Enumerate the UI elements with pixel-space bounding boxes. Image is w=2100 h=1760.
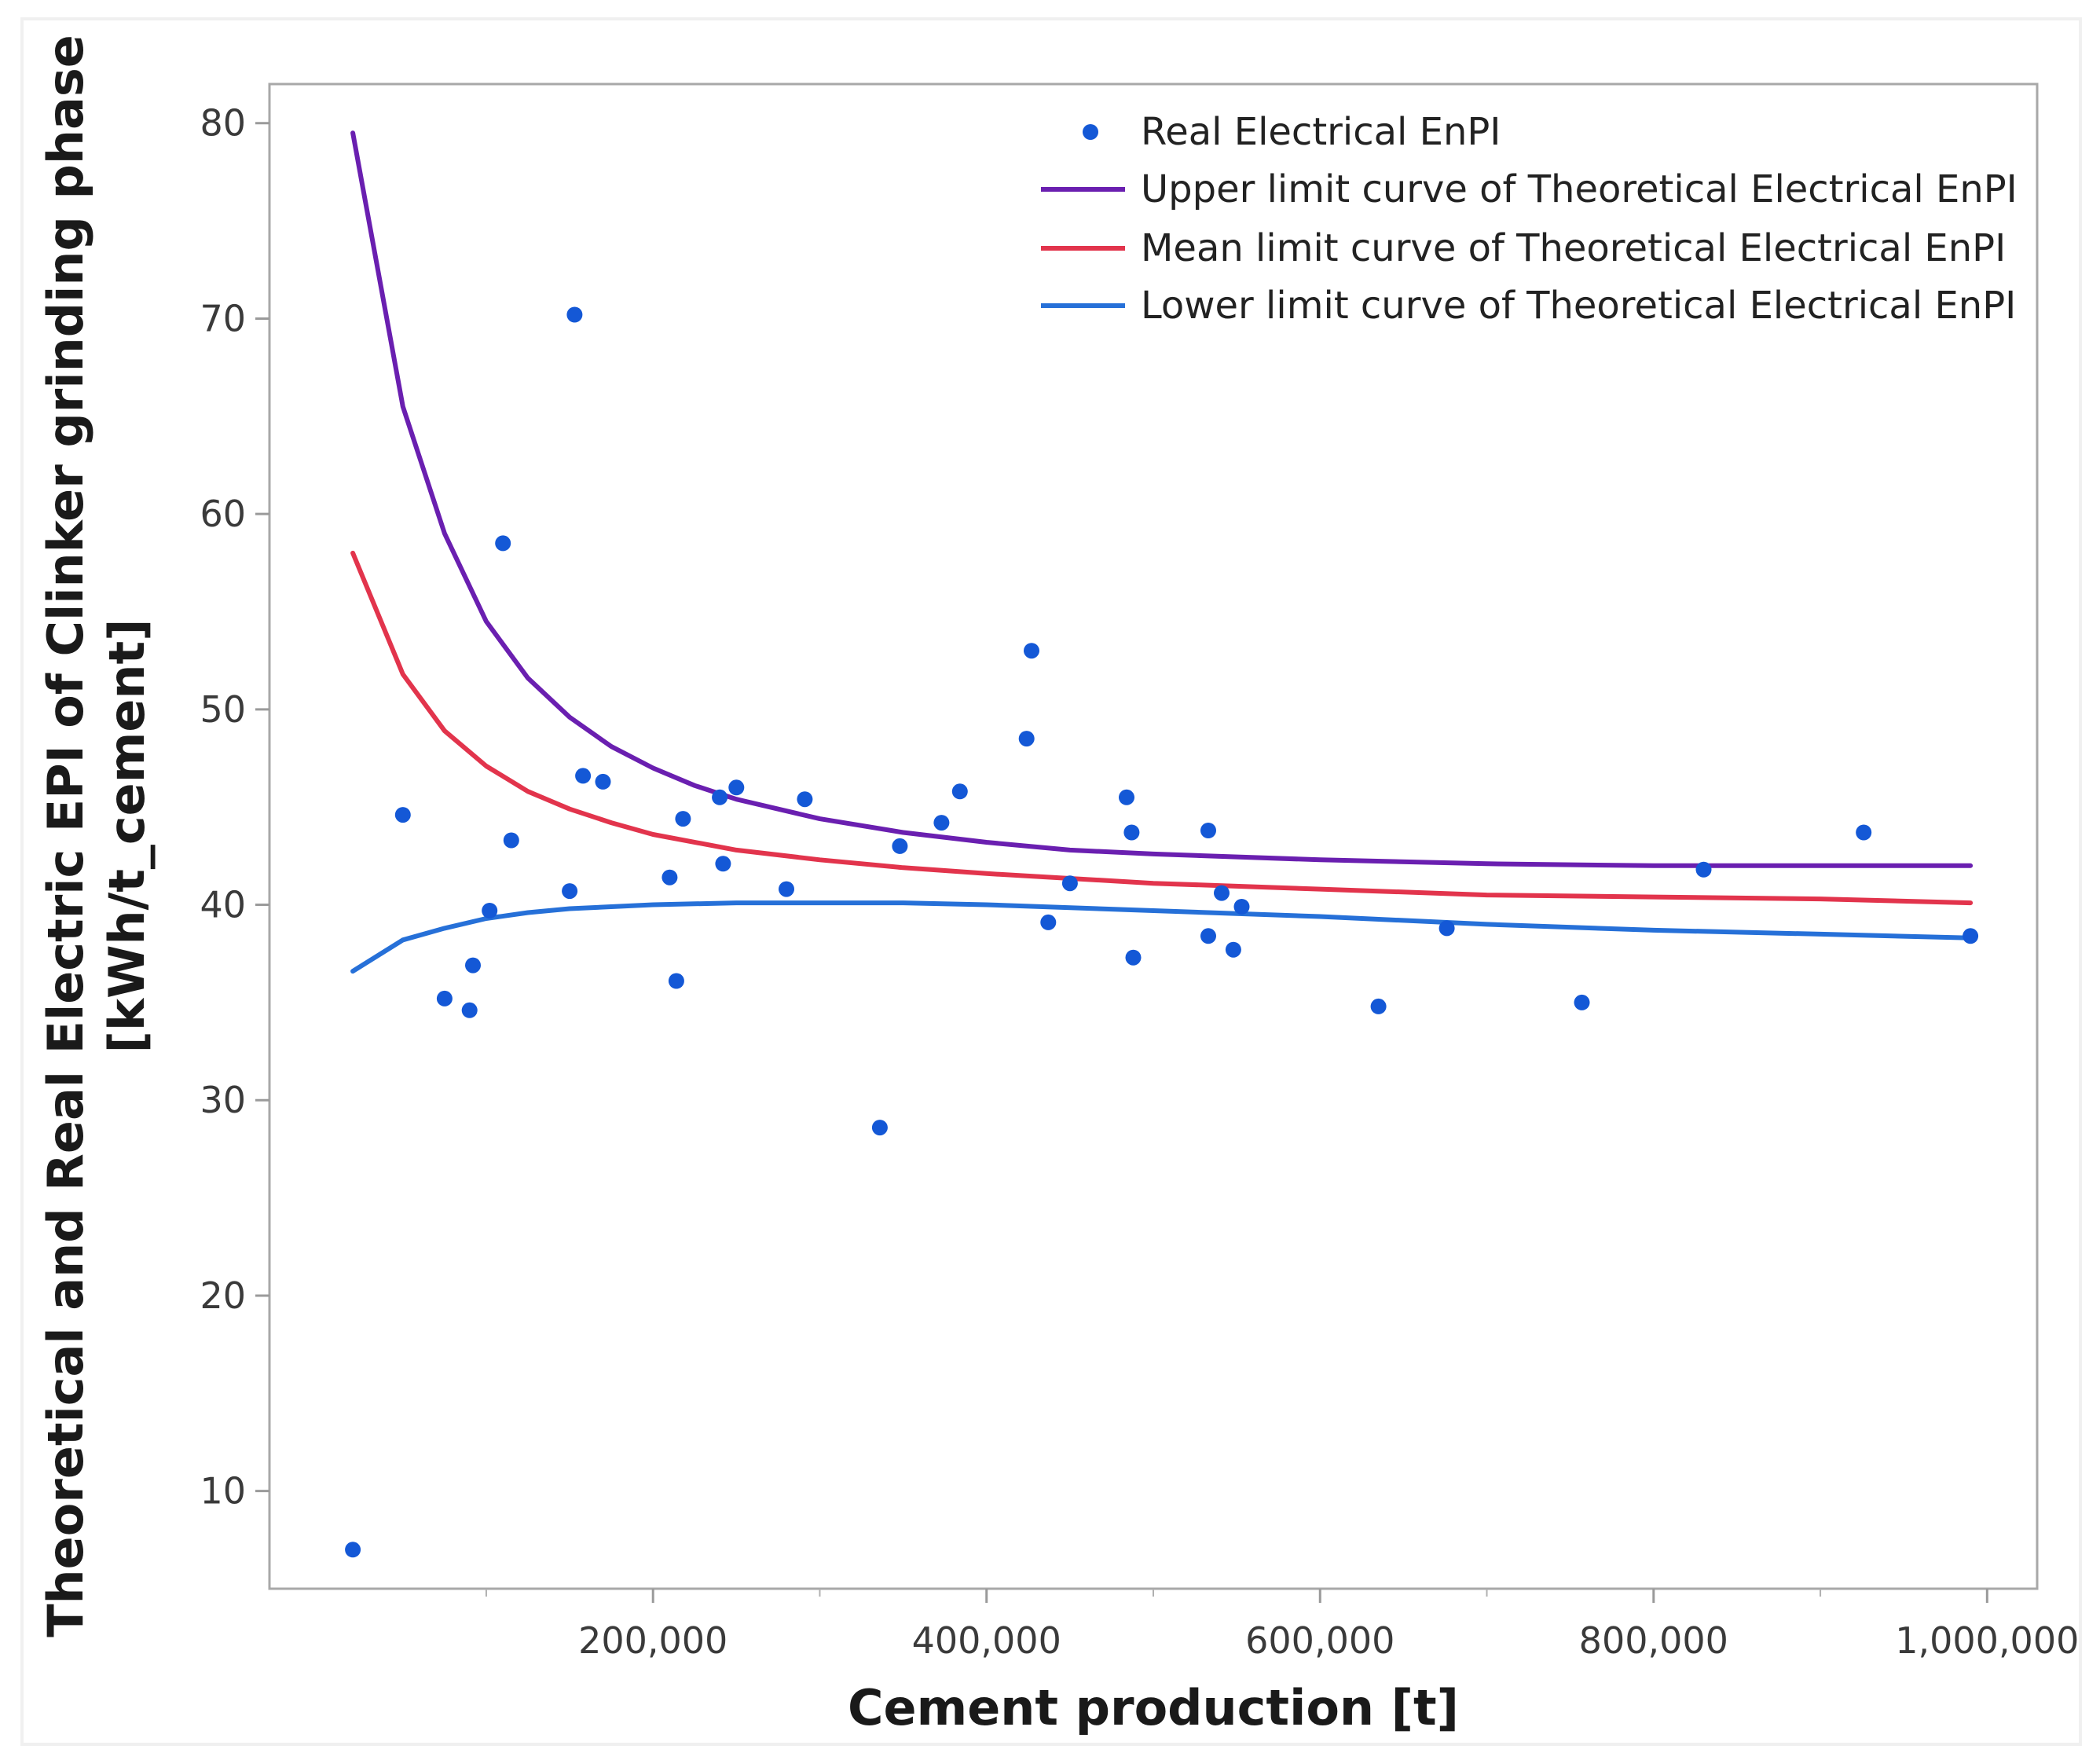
x-axis-title: Cement production [t]: [848, 1679, 1459, 1736]
data-point-24: [1018, 731, 1035, 747]
y-axis-title-line2: [kWh/t_cement]: [98, 619, 156, 1054]
x-tick-label-800000: 800,000: [1579, 1619, 1728, 1662]
y-tick-label-30: 30: [200, 1079, 246, 1121]
x-tick-label-400000: 400,000: [912, 1619, 1061, 1662]
data-point-32: [1200, 928, 1216, 944]
data-point-39: [1695, 861, 1712, 878]
data-point-6: [495, 535, 511, 552]
data-point-2: [436, 990, 453, 1006]
data-point-15: [712, 789, 728, 805]
y-tick-label-20: 20: [200, 1274, 246, 1317]
legend-label-upper-limit: Upper limit curve of Theoretical Electri…: [1141, 167, 2018, 211]
data-point-22: [933, 815, 950, 831]
y-axis-title-line1: Theoretical and Real Electric EPI of Cli…: [37, 35, 94, 1637]
data-point-9: [566, 306, 583, 323]
data-point-38: [1574, 994, 1590, 1010]
y-tick-label-70: 70: [200, 297, 246, 339]
data-point-0: [345, 1542, 361, 1558]
legend: Real Electrical EnPI Upper limit curve o…: [1041, 110, 2018, 328]
data-point-3: [461, 1002, 478, 1018]
data-point-13: [668, 973, 684, 989]
data-point-7: [503, 832, 519, 849]
data-point-28: [1119, 789, 1134, 805]
data-point-40: [1856, 824, 1872, 841]
data-point-16: [715, 856, 731, 872]
data-point-23: [951, 783, 968, 800]
data-point-34: [1225, 941, 1241, 958]
data-point-25: [1024, 643, 1039, 659]
data-point-33: [1214, 885, 1230, 901]
y-axis-title-group: Theoretical and Real Electric EPI of Cli…: [37, 35, 156, 1637]
y-tick-label-80: 80: [200, 102, 246, 145]
y-tick-label-60: 60: [200, 493, 246, 535]
mean-limit-curve: [350, 550, 1974, 906]
data-point-8: [562, 883, 578, 900]
legend-label-real-electrical-enpi: Real Electrical EnPI: [1141, 110, 1501, 154]
data-point-36: [1370, 998, 1387, 1014]
data-point-30: [1125, 949, 1142, 966]
data-point-19: [797, 791, 813, 808]
data-point-41: [1963, 928, 1979, 944]
data-point-17: [728, 779, 745, 796]
y-tick-label-40: 40: [200, 884, 246, 926]
data-point-37: [1438, 920, 1455, 937]
legend-label-mean-limit: Mean limit curve of Theoretical Electric…: [1141, 226, 2006, 270]
data-point-4: [465, 957, 481, 974]
lower-limit-curve: [350, 900, 1974, 974]
x-tick-label-600000: 600,000: [1245, 1619, 1395, 1662]
upper-limit-curve: [350, 130, 1974, 868]
scatter-points: [345, 306, 1979, 1558]
legend-marker-real-electrical-enpi: [1083, 124, 1098, 140]
data-point-18: [779, 881, 794, 897]
data-point-12: [662, 869, 678, 886]
x-tick-label-1000000: 1,000,000: [1895, 1619, 2079, 1662]
data-point-5: [482, 903, 498, 918]
data-point-27: [1061, 875, 1078, 892]
data-point-11: [595, 773, 611, 790]
data-point-1: [394, 807, 411, 823]
plot-area: [268, 82, 2039, 1590]
x-tick-label-200000: 200,000: [578, 1619, 727, 1662]
legend-label-lower-limit: Lower limit curve of Theoretical Electri…: [1141, 284, 2016, 328]
data-point-21: [892, 838, 908, 854]
data-point-14: [675, 811, 691, 827]
data-point-10: [575, 768, 592, 784]
data-point-20: [871, 1120, 888, 1136]
y-tick-label-50: 50: [200, 688, 246, 731]
data-point-26: [1040, 914, 1057, 930]
y-tick-label-10: 10: [200, 1470, 246, 1512]
series-lines: [350, 130, 1974, 974]
axis-ticks: 10 20 30 40 50 60 70 80 200,000 400,000 600,000 800…: [200, 102, 2079, 1662]
data-point-29: [1123, 824, 1140, 841]
data-point-35: [1233, 899, 1250, 915]
data-point-31: [1200, 823, 1216, 838]
